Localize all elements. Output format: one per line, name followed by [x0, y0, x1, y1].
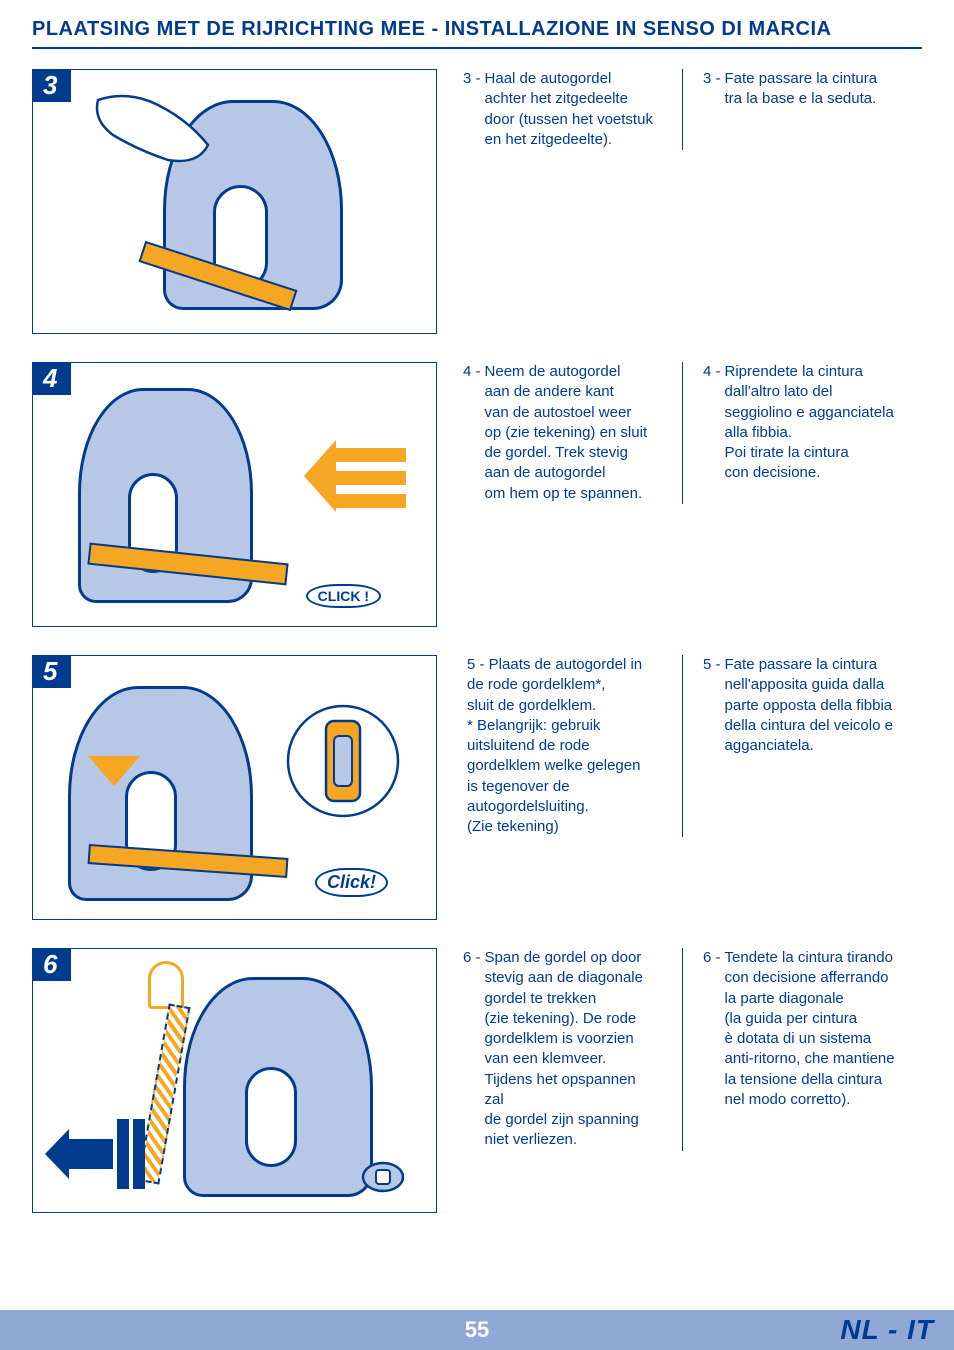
buckle-icon	[360, 1160, 406, 1194]
text-nl-3: 3 - Haal de autogordel achter het zitged…	[463, 69, 682, 150]
text-it-6: 6 - Tendete la cintura tirando con decis…	[682, 948, 922, 1151]
click-callout: CLICK !	[306, 584, 381, 608]
illustration-6: 6	[32, 948, 437, 1213]
text-nl-6: 6 - Span de gordel op door stevig aan de…	[463, 948, 682, 1151]
step-body: Fate passare la cintura tra la base e la…	[721, 69, 878, 110]
step-body: Haal de autogordel achter het zitgedeelt…	[481, 69, 653, 150]
step-prefix: 3 -	[463, 69, 481, 150]
text-it-3: 3 - Fate passare la cintura tra la base …	[682, 69, 922, 150]
step-number-badge: 4	[33, 363, 71, 395]
step-prefix: 4 -	[703, 362, 721, 484]
step-row-6: 6 6 - Span de gordel op door stevig aan …	[32, 948, 922, 1213]
step-body: Fate passare la cintura nell'apposita gu…	[721, 655, 893, 756]
page-footer: 55 NL - IT	[0, 1310, 954, 1350]
hand-icon	[88, 90, 228, 180]
step-prefix: 6 -	[703, 948, 721, 1110]
step-row-3: 3 3 - Haal de autogordel achter het zitg…	[32, 69, 922, 334]
click-callout: Click!	[315, 868, 388, 897]
step-number-badge: 3	[33, 70, 71, 102]
step-prefix: 5 -	[703, 655, 721, 756]
text-it-4: 4 - Riprendete la cintura dall'altro lat…	[682, 362, 922, 504]
step-row-5: 5 Click! 5 - Plaats de autogordel in de …	[32, 655, 922, 920]
text-it-5: 5 - Fate passare la cintura nell'apposit…	[682, 655, 922, 837]
step-body: Neem de autogordel aan de andere kant va…	[481, 362, 648, 504]
illustration-4: 4 CLICK !	[32, 362, 437, 627]
illustration-3: 3	[32, 69, 437, 334]
step-row-4: 4 CLICK ! 4 - Neem de autogordel aan de …	[32, 362, 922, 627]
detail-circle-icon	[278, 696, 408, 826]
step-prefix: 3 -	[703, 69, 721, 110]
step-body: Tendete la cintura tirando con decisione…	[721, 948, 895, 1110]
text-nl-5: 5 - Plaats de autogordel in de rode gord…	[463, 655, 682, 837]
step-body: Span de gordel op door stevig aan de dia…	[481, 948, 643, 1151]
step-prefix: 6 -	[463, 948, 481, 1151]
page-title: PLAATSING MET DE RIJRICHTING MEE - INSTA…	[32, 18, 922, 49]
step-prefix: 4 -	[463, 362, 481, 504]
step-body: 5 - Plaats de autogordel in de rode gord…	[463, 655, 642, 837]
illustration-5: 5 Click!	[32, 655, 437, 920]
text-nl-4: 4 - Neem de autogordel aan de andere kan…	[463, 362, 682, 504]
step-body: Riprendete la cintura dall'altro lato de…	[721, 362, 894, 484]
language-code: NL - IT	[840, 1314, 934, 1346]
page-number: 55	[465, 1317, 489, 1343]
step-number-badge: 5	[33, 656, 71, 688]
step-number-badge: 6	[33, 949, 71, 981]
